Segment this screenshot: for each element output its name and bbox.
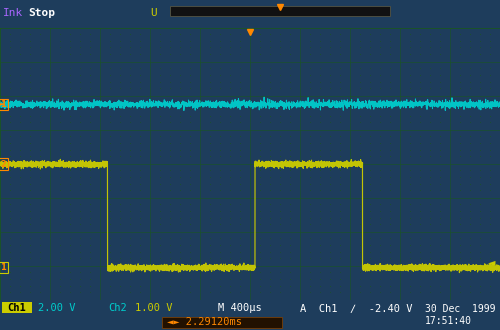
Text: 1: 1 xyxy=(0,263,6,272)
Text: Ch2: Ch2 xyxy=(108,303,127,313)
Text: ◄: ◄ xyxy=(488,257,495,267)
FancyBboxPatch shape xyxy=(162,317,282,328)
Text: 1: 1 xyxy=(0,100,6,109)
Text: 1.00 V: 1.00 V xyxy=(135,303,172,313)
Text: Stop: Stop xyxy=(28,8,55,18)
FancyBboxPatch shape xyxy=(170,6,390,16)
Text: 2.00 V: 2.00 V xyxy=(38,303,76,313)
Text: 2: 2 xyxy=(0,160,6,169)
Text: 17:51:40: 17:51:40 xyxy=(425,316,472,326)
Text: Ch1: Ch1 xyxy=(8,303,26,313)
Text: ◄► 2.29120ms: ◄► 2.29120ms xyxy=(167,317,242,327)
Text: Ink: Ink xyxy=(3,8,23,18)
Text: U: U xyxy=(150,8,157,18)
Text: M 400μs: M 400μs xyxy=(218,303,262,313)
Text: 30 Dec  1999: 30 Dec 1999 xyxy=(425,304,496,314)
Text: A  Ch1  ∕  -2.40 V: A Ch1 ∕ -2.40 V xyxy=(300,303,412,313)
FancyBboxPatch shape xyxy=(2,302,32,313)
